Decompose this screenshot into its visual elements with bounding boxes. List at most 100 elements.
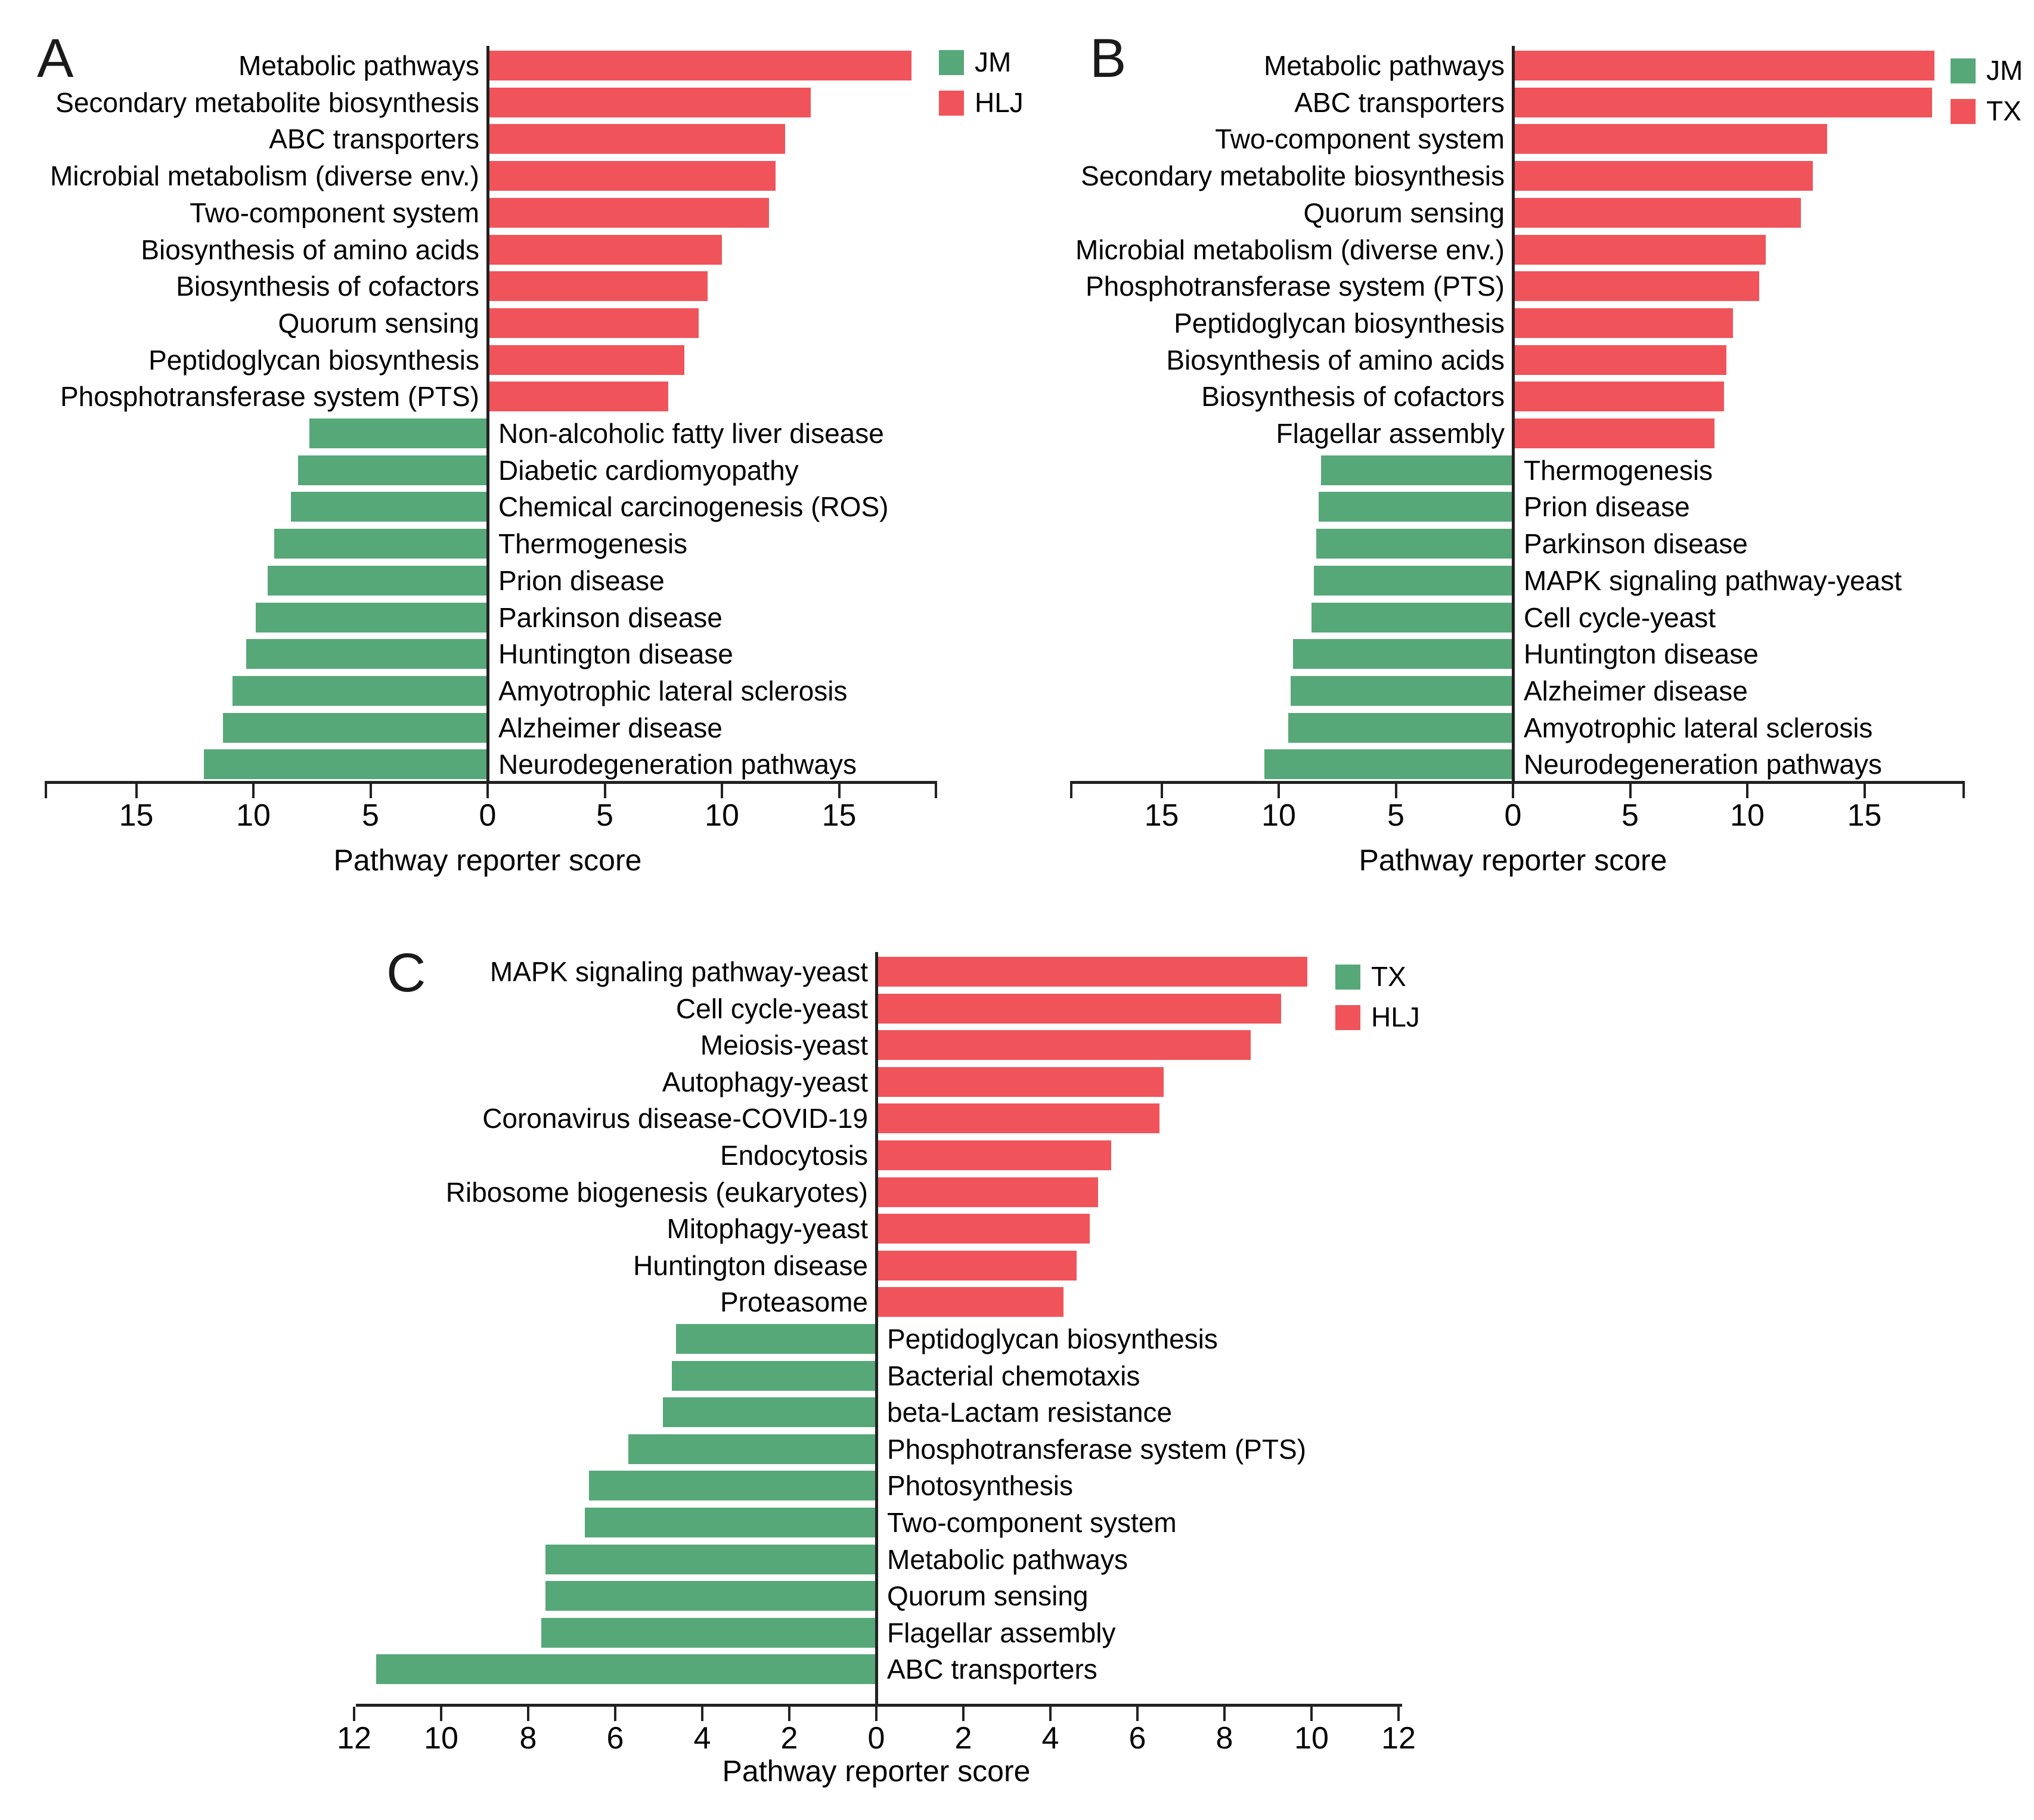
axis-tick	[875, 1707, 878, 1721]
bar-label-peptidoglycan-biosynthesis: Peptidoglycan biosynthesis	[1174, 307, 1505, 339]
bar-label-metabolic-pathways: Metabolic pathways	[238, 50, 479, 81]
bar-proteasome	[876, 1287, 1063, 1317]
bar-label-secondary-metabolite-biosynthesis: Secondary metabolite biosynthesis	[55, 86, 479, 118]
bar-chemical-carcinogenesis-ros	[290, 492, 488, 522]
x-axis-line	[356, 1704, 1402, 1707]
bar-label-abc-transporters: ABC transporters	[1294, 86, 1505, 118]
axis-tick	[440, 1707, 442, 1721]
bar-beta-lactam-resistance	[663, 1397, 876, 1428]
bar-label-metabolic-pathways: Metabolic pathways	[1264, 50, 1505, 81]
bar-alzheimer-disease	[222, 712, 488, 743]
bar-endocytosis	[876, 1140, 1112, 1170]
bar-biosynthesis-of-amino-acids	[1513, 345, 1726, 375]
bar-neurodegeneration-pathways	[1264, 749, 1513, 780]
axis-tick-label: 8	[1216, 1721, 1233, 1756]
legend-swatch-hlj	[939, 91, 964, 116]
bar-label-neurodegeneration-pathways: Neurodegeneration pathways	[498, 749, 857, 780]
bar-ribosome-biogenesis-eukaryotes	[876, 1177, 1099, 1207]
axis-tick	[1394, 784, 1397, 798]
axis-tick	[701, 1707, 703, 1721]
bar-neurodegeneration-pathways	[204, 749, 488, 780]
bar-label-photosynthesis: Photosynthesis	[887, 1470, 1073, 1502]
axis-tick	[135, 784, 138, 798]
axis-tick-label: 0	[867, 1721, 885, 1756]
bar-metabolic-pathways	[488, 51, 912, 80]
bar-amyotrophic-lateral-sclerosis	[1288, 712, 1513, 743]
bar-label-ribosome-biogenesis-eukaryotes: Ribosome biogenesis (eukaryotes)	[445, 1176, 868, 1208]
x-axis-line	[45, 781, 937, 784]
bar-coronavirus-disease-covid-19	[876, 1103, 1159, 1134]
bar-metabolic-pathways	[1513, 51, 1935, 80]
bar-label-peptidoglycan-biosynthesis: Peptidoglycan biosynthesis	[887, 1323, 1218, 1354]
bar-label-quorum-sensing: Quorum sensing	[887, 1580, 1089, 1612]
bar-two-component-system	[488, 197, 769, 228]
axis-tick	[1049, 1707, 1052, 1721]
bar-two-component-system	[1513, 124, 1827, 154]
panel-letter-c: C	[386, 942, 426, 1003]
axis-tick-label: 10	[705, 798, 739, 833]
axis-tick-label: 5	[596, 798, 613, 833]
bar-label-parkinson-disease: Parkinson disease	[1524, 528, 1748, 560]
bar-autophagy-yeast	[876, 1066, 1164, 1097]
bar-label-flagellar-assembly: Flagellar assembly	[887, 1617, 1116, 1648]
axis-tick-label: 5	[1621, 798, 1639, 833]
axis-tick	[962, 1707, 965, 1721]
axis-tick	[603, 784, 606, 798]
bar-label-prion-disease: Prion disease	[1524, 491, 1690, 523]
panel-letter-b: B	[1090, 28, 1127, 89]
bar-label-quorum-sensing: Quorum sensing	[278, 307, 480, 339]
bar-label-mitophagy-yeast: Mitophagy-yeast	[666, 1213, 869, 1245]
bar-peptidoglycan-biosynthesis	[676, 1324, 876, 1354]
bar-label-alzheimer-disease: Alzheimer disease	[1524, 675, 1748, 706]
axis-tick-label: 5	[1387, 798, 1404, 833]
x-axis-title: Pathway reporter score	[722, 1754, 1031, 1788]
bar-abc-transporters	[1513, 87, 1933, 117]
bar-label-two-component-system: Two-component system	[190, 197, 479, 228]
axis-tick	[721, 784, 723, 798]
bar-cell-cycle-yeast	[876, 993, 1281, 1024]
bar-prion-disease	[1318, 492, 1513, 522]
bar-huntington-disease	[1292, 639, 1513, 669]
bar-label-biosynthesis-of-amino-acids: Biosynthesis of amino acids	[1166, 344, 1505, 376]
bar-mapk-signaling-pathway-yeast	[1313, 565, 1513, 596]
bar-label-secondary-metabolite-biosynthesis: Secondary metabolite biosynthesis	[1081, 160, 1505, 192]
bar-label-thermogenesis: Thermogenesis	[1524, 454, 1713, 486]
axis-tick	[527, 1707, 529, 1721]
axis-tick-label: 0	[1504, 798, 1522, 833]
bar-label-diabetic-cardiomyopathy: Diabetic cardiomyopathy	[498, 454, 799, 486]
bar-label-autophagy-yeast: Autophagy-yeast	[662, 1066, 868, 1097]
bar-label-huntington-disease: Huntington disease	[498, 638, 733, 670]
axis-tick-label: 10	[1261, 798, 1296, 833]
bar-label-huntington-disease: Huntington disease	[633, 1249, 868, 1281]
bar-label-biosynthesis-of-cofactors: Biosynthesis of cofactors	[1201, 381, 1505, 413]
bar-microbial-metabolism-diverse-env	[488, 161, 776, 191]
bar-bacterial-chemotaxis	[671, 1360, 876, 1391]
axis-tick	[788, 1707, 790, 1721]
legend-swatch-jm	[1951, 58, 1976, 83]
axis-tick-label: 5	[362, 798, 379, 833]
bar-alzheimer-disease	[1290, 675, 1513, 706]
bar-label-beta-lactam-resistance: beta-Lactam resistance	[887, 1397, 1173, 1428]
bar-biosynthesis-of-amino-acids	[488, 234, 722, 265]
legend-label-jm: JM	[975, 46, 1012, 77]
axis-tick-label: 4	[1041, 1721, 1059, 1756]
legend-swatch-tx	[1335, 965, 1360, 990]
axis-tick	[1863, 784, 1866, 798]
axis-tick-label: 2	[780, 1721, 798, 1756]
legend-label-hlj: HLJ	[1371, 1002, 1420, 1033]
axis-tick	[252, 784, 255, 798]
bar-thermogenesis	[1320, 455, 1513, 485]
axis-tick-label: 10	[424, 1721, 458, 1756]
axis-tick-label: 15	[1847, 798, 1882, 833]
axis-tick-label: 8	[519, 1721, 537, 1756]
legend-label-tx: TX	[1986, 95, 2021, 126]
bar-label-biosynthesis-of-cofactors: Biosynthesis of cofactors	[176, 271, 479, 302]
axis-tick	[1962, 784, 1965, 798]
bar-phosphotransferase-system-pts	[1513, 271, 1759, 302]
axis-tick-label: 6	[1128, 1721, 1146, 1756]
axis-tick	[45, 784, 47, 798]
